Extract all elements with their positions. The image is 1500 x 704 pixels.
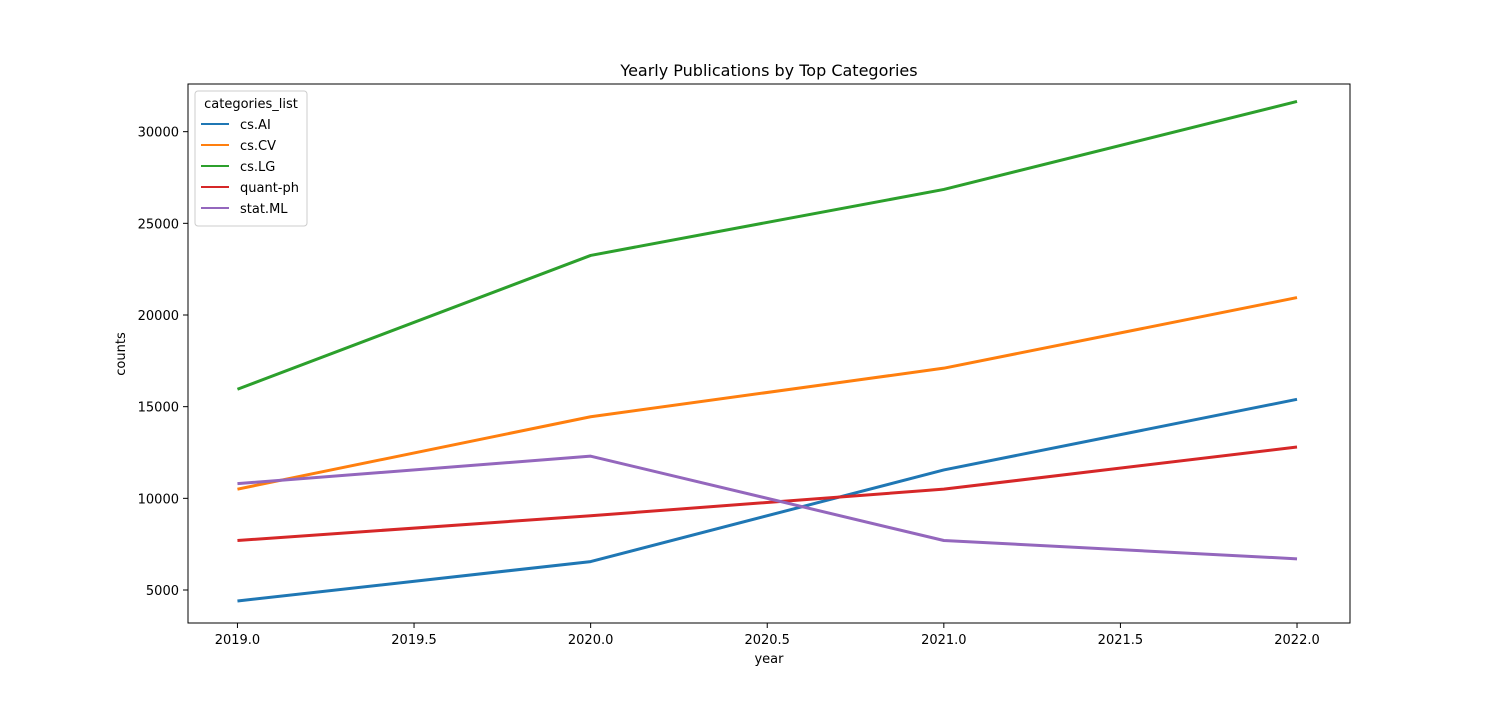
legend-entry-label: cs.LG [240,160,275,175]
chart-title: Yearly Publications by Top Categories [619,61,917,80]
legend-entry-label: cs.AI [240,118,271,133]
legend-title: categories_list [204,97,298,112]
series-line-cs-lg [236,99,1298,391]
x-tick-label: 2019.0 [215,633,261,648]
series-line-cs-cv [237,296,1298,491]
legend-entry-label: quant-ph [240,181,299,196]
x-axis: 2019.0 2019.5 2020.0 2020.5 2021.0 2021.5 2022… [215,623,1320,648]
legend: categories_list cs.AI cs.CV cs.LG quant-ph st… [194,90,308,227]
x-tick-label: 2022.0 [1274,633,1320,648]
y-tick-label: 30000 [138,126,179,141]
x-tick-label: 2020.0 [568,633,614,648]
legend-entry-label: cs.CV [240,139,276,154]
legend-entry-label: stat.ML [240,202,288,217]
plot-frame [187,83,1351,624]
y-axis-label: counts [114,332,129,376]
y-tick-label: 5000 [146,584,179,599]
series-line-cs-ai [237,397,1298,603]
y-tick-label: 15000 [138,401,179,416]
x-tick-label: 2021.5 [1098,633,1144,648]
y-axis: 5000 10000 15000 20000 25000 30000 [138,126,188,599]
x-tick-label: 2020.5 [744,633,790,648]
x-axis-label: year [754,652,784,667]
y-tick-label: 20000 [138,309,179,324]
y-tick-label: 10000 [138,492,179,507]
series-line-quant-ph [237,445,1298,542]
plot-area [187,83,1351,624]
series-layer [236,99,1298,603]
y-tick-label: 25000 [138,217,179,232]
x-tick-label: 2021.0 [921,633,967,648]
series-line-stat-ml [237,454,1298,561]
x-tick-label: 2019.5 [391,633,437,648]
